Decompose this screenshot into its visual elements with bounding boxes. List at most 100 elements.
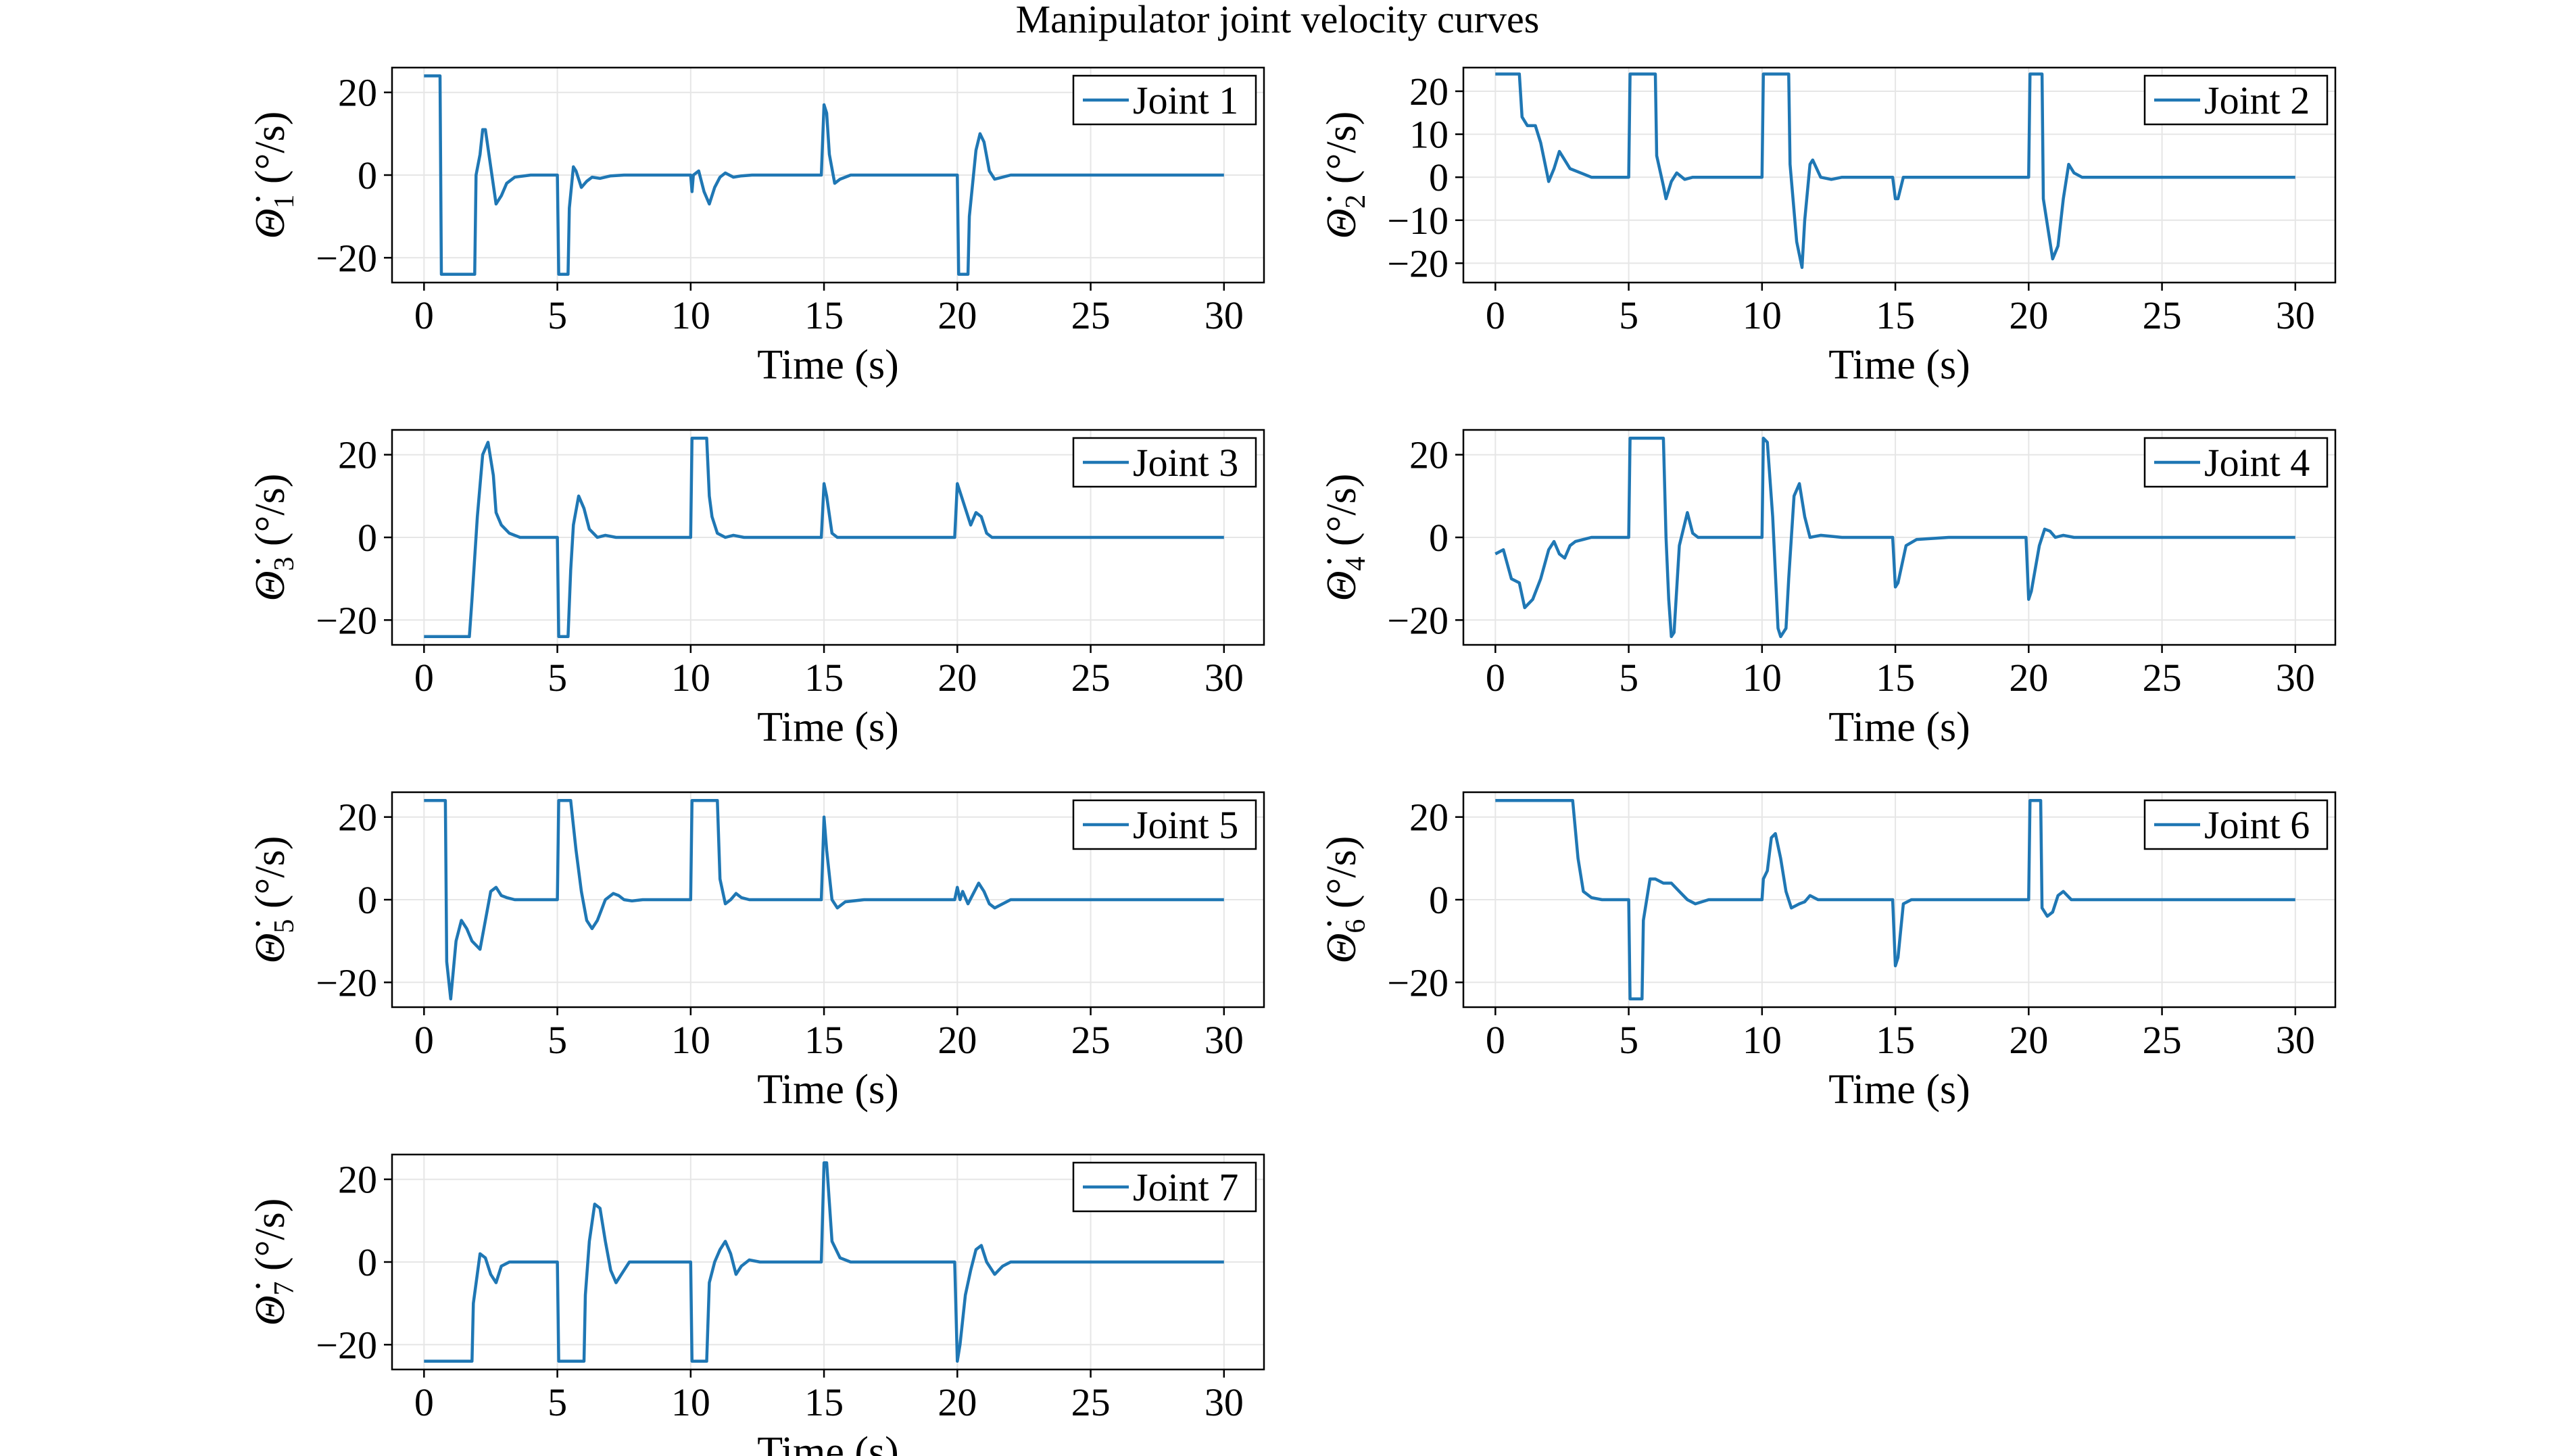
x-tick-label: 25 (2143, 293, 2182, 337)
y-label-unit: (°/s) (247, 112, 293, 195)
x-tick-label: 10 (1743, 293, 1782, 337)
x-tick-label: 0 (414, 1380, 434, 1424)
y-tick-label: 20 (338, 71, 377, 115)
y-label-unit: (°/s) (1319, 836, 1365, 919)
y-tick-label: −20 (1387, 961, 1449, 1004)
legend: Joint 6 (2143, 799, 2329, 850)
x-tick-label: 0 (414, 656, 434, 700)
x-tick-label: 15 (1876, 656, 1915, 700)
y-label-subscript: 7 (269, 1282, 300, 1296)
y-tick-label: 20 (338, 796, 377, 840)
y-tick-label: −20 (316, 961, 377, 1004)
x-tick-label: 25 (1071, 1380, 1111, 1424)
x-tick-label: 30 (2276, 1018, 2315, 1062)
subplot-joint-7: 0 5 10 15 20 25 30 −20 0 20 Time (s) Θ̇7 (°/s) Joint… (247, 1153, 1265, 1456)
y-tick-label: −20 (316, 236, 377, 280)
x-tick-label: 10 (671, 293, 710, 337)
x-tick-label: 30 (1204, 1380, 1244, 1424)
x-axis-label: Time (s) (1828, 704, 1970, 750)
x-tick-label: 10 (671, 656, 710, 700)
x-tick-label: 30 (1204, 656, 1244, 700)
legend: Joint 1 (1072, 74, 1257, 126)
y-axis-label: Θ̇2 (°/s) (1319, 112, 1371, 239)
x-tick-label: 5 (548, 1380, 567, 1424)
x-tick-label: 20 (2009, 656, 2048, 700)
series-line-joint-1 (424, 74, 1224, 276)
x-tick-label: 20 (2009, 1018, 2048, 1062)
series-line-joint-6 (1495, 798, 2295, 1001)
y-label-subscript: 1 (269, 195, 300, 209)
x-tick-label: 5 (1619, 293, 1638, 337)
y-axis-label: Θ̇1 (°/s) (247, 112, 300, 239)
y-tick-label: 0 (358, 1240, 377, 1284)
y-label-subscript: 6 (1340, 919, 1371, 933)
x-tick-label: 5 (548, 656, 567, 700)
x-tick-label: 5 (548, 293, 567, 337)
series-line-joint-5 (424, 798, 1224, 1001)
x-axis-label: Time (s) (757, 1067, 899, 1113)
legend-label: Joint 2 (2204, 78, 2310, 122)
legend: Joint 4 (2143, 437, 2329, 488)
y-axis-label: Θ̇6 (°/s) (1319, 836, 1371, 964)
x-tick-label: 20 (938, 1380, 977, 1424)
x-tick-label: 10 (1743, 656, 1782, 700)
y-tick-label: 0 (358, 516, 377, 560)
x-tick-label: 5 (548, 1018, 567, 1062)
subplot-joint-5: 0 5 10 15 20 25 30 −20 0 20 Time (s) Θ̇5 (°/s) Joint… (247, 791, 1265, 1113)
y-label-unit: (°/s) (1319, 474, 1365, 557)
y-tick-label: 0 (1429, 155, 1449, 199)
y-tick-label: 20 (338, 433, 377, 477)
y-axis-label: Θ̇3 (°/s) (247, 474, 300, 602)
axes-frame (1462, 66, 2337, 284)
x-tick-label: 0 (1486, 293, 1505, 337)
legend-label: Joint 5 (1133, 803, 1238, 847)
x-tick-label: 30 (2276, 656, 2315, 700)
y-tick-label: −20 (1387, 241, 1449, 285)
y-tick-label: 10 (1409, 113, 1449, 157)
x-tick-label: 25 (2143, 1018, 2182, 1062)
x-axis-label: Time (s) (1828, 1067, 1970, 1113)
x-tick-label: 10 (1743, 1018, 1782, 1062)
y-tick-label: −20 (316, 598, 377, 642)
x-tick-label: 25 (2143, 656, 2182, 700)
x-tick-label: 15 (804, 1018, 844, 1062)
x-axis-label: Time (s) (757, 704, 899, 750)
x-tick-label: 15 (804, 293, 844, 337)
x-tick-label: 15 (804, 1380, 844, 1424)
legend-label: Joint 6 (2204, 803, 2310, 847)
x-tick-label: 15 (1876, 293, 1915, 337)
x-tick-label: 20 (938, 1018, 977, 1062)
x-tick-label: 25 (1071, 656, 1111, 700)
series-line-joint-3 (424, 436, 1224, 639)
y-label-subscript: 5 (269, 919, 300, 933)
y-tick-label: 20 (1409, 70, 1449, 114)
x-tick-label: 0 (1486, 1018, 1505, 1062)
x-tick-label: 5 (1619, 656, 1638, 700)
x-tick-label: 5 (1619, 1018, 1638, 1062)
series-line-joint-4 (1494, 436, 2295, 639)
y-label-unit: (°/s) (247, 836, 293, 919)
x-tick-label: 20 (938, 293, 977, 337)
y-axis-label: Θ̇7 (°/s) (247, 1198, 300, 1326)
x-tick-label: 10 (671, 1018, 710, 1062)
subplot-joint-3: 0 5 10 15 20 25 30 −20 0 20 Time (s) Θ̇3 (°/s) Joint… (247, 429, 1265, 750)
y-tick-label: −10 (1387, 199, 1449, 243)
y-tick-label: 0 (1429, 878, 1449, 922)
y-label-subscript: 4 (1340, 557, 1371, 571)
x-tick-label: 0 (414, 293, 434, 337)
x-tick-label: 30 (1204, 1018, 1244, 1062)
subplot-joint-4: 0 5 10 15 20 25 30 −20 0 20 Time (s) Θ̇4 (°/s) Joint… (1319, 429, 2337, 750)
y-tick-label: 0 (358, 153, 377, 197)
y-tick-label: −20 (316, 1323, 377, 1367)
x-tick-label: 10 (671, 1380, 710, 1424)
legend-label: Joint 4 (2204, 441, 2310, 485)
figure-title: Manipulator joint velocity curves (1016, 0, 1540, 41)
y-tick-label: 0 (358, 878, 377, 922)
x-tick-label: 15 (804, 656, 844, 700)
x-tick-label: 20 (938, 656, 977, 700)
y-tick-label: 0 (1429, 516, 1449, 560)
y-tick-label: 20 (338, 1158, 377, 1202)
y-label-subscript: 2 (1340, 195, 1371, 209)
